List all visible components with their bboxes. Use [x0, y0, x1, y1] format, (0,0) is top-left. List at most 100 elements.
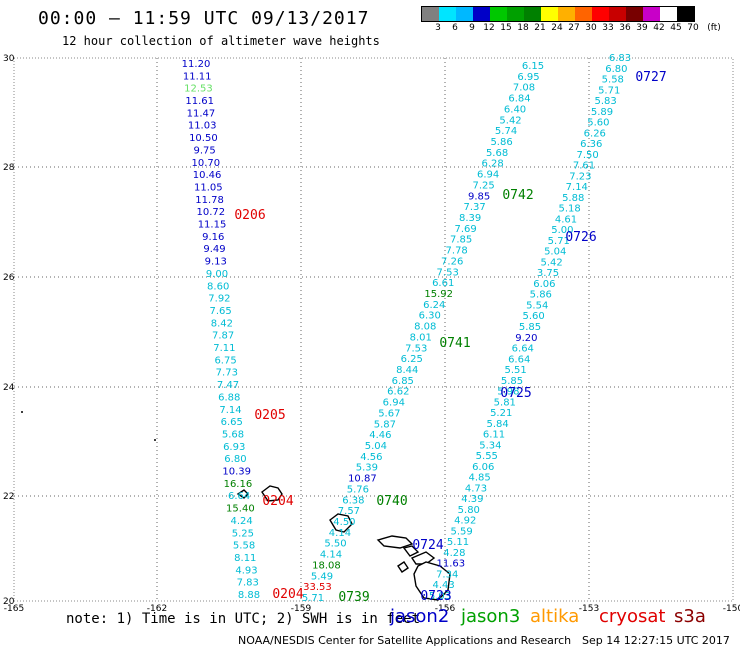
- wave-height-value: 6.94: [477, 170, 499, 181]
- wave-height-value: 4.28: [443, 548, 465, 559]
- wave-height-value: 6.38: [342, 495, 364, 506]
- color-swatch: [507, 7, 524, 21]
- wave-height-value: 6.80: [605, 64, 627, 75]
- wave-height-value: 5.71: [548, 236, 570, 247]
- wave-height-value: 9.75: [193, 145, 215, 156]
- wave-height-value: 8.42: [211, 318, 233, 329]
- wave-height-value: 5.60: [587, 118, 609, 129]
- wave-height-value: 5.34: [479, 440, 501, 451]
- wave-height-value: 6.15: [522, 61, 544, 72]
- wave-height-value: 10.39: [222, 467, 251, 478]
- color-swatch: [592, 7, 609, 21]
- wave-height-value: 4.93: [235, 565, 257, 576]
- color-tick-label: 21: [534, 23, 546, 33]
- wave-height-value: 11.63: [436, 559, 465, 570]
- pass-time-label: 0724: [412, 538, 443, 553]
- latitude-label: 24: [3, 383, 15, 393]
- wave-height-value: 7.83: [237, 578, 259, 589]
- wave-height-value: 5.60: [522, 311, 544, 322]
- island-outline: [410, 551, 436, 565]
- wave-height-value: 5.71: [302, 593, 324, 604]
- wave-height-value: 7.34: [436, 569, 458, 580]
- latitude-label: 22: [3, 492, 14, 502]
- pass-time-label: 0204: [262, 494, 293, 509]
- color-swatch: [609, 7, 626, 21]
- wave-height-value: 5.71: [598, 85, 620, 96]
- wave-height-value: 11.47: [187, 108, 216, 119]
- color-swatch: [490, 7, 507, 21]
- color-tick-label: 24: [551, 23, 563, 33]
- wave-height-value: 5.81: [494, 397, 516, 408]
- wave-height-value: 7.73: [216, 368, 238, 379]
- longitude-label: -150: [723, 604, 740, 614]
- wave-height-value: 33.53: [303, 582, 332, 593]
- wave-height-value: 6.64: [228, 491, 250, 502]
- wave-height-value: 15.92: [424, 289, 453, 300]
- wave-height-value: 7.26: [441, 256, 463, 267]
- wave-height-value: 6.65: [221, 417, 243, 428]
- legend-cryosat: cryosat: [599, 606, 666, 627]
- wave-height-value: 9.16: [202, 232, 224, 243]
- wave-height-value: 4.56: [360, 452, 382, 463]
- wave-height-value: 5.84: [486, 419, 508, 430]
- wave-height-value: 7.08: [513, 83, 535, 94]
- wave-height-value: 8.60: [207, 281, 229, 292]
- island-outline: [413, 561, 451, 601]
- wave-height-value: 5.04: [544, 247, 566, 258]
- wave-height-value: 16.16: [224, 479, 253, 490]
- pass-time-label: 0739: [338, 590, 369, 605]
- wave-height-value: 6.93: [223, 442, 245, 453]
- wave-height-value: 4.46: [369, 430, 391, 441]
- wave-height-value: 5.85: [501, 376, 523, 387]
- wave-height-value: 4.61: [555, 214, 577, 225]
- wave-height-value: 7.14: [219, 405, 241, 416]
- wave-height-value: 7.53: [405, 343, 427, 354]
- color-tick-label: 30: [585, 23, 597, 33]
- wave-height-value: 5.89: [591, 107, 613, 118]
- legend-altika: altika: [530, 606, 580, 627]
- wave-height-value: 7.92: [208, 294, 230, 305]
- wave-height-value: 5.80: [458, 505, 480, 516]
- pass-time-label: 0204: [272, 587, 303, 602]
- color-swatch: [524, 7, 541, 21]
- wave-height-value: 4.43: [432, 580, 454, 591]
- wave-height-value: 7.25: [472, 180, 494, 191]
- wave-height-value: 5.58: [602, 75, 624, 86]
- color-swatch: [422, 7, 439, 21]
- wave-height-value: 11.78: [195, 195, 224, 206]
- pass-time-label: 0205: [254, 408, 285, 423]
- latitude-label: 30: [3, 54, 15, 64]
- wave-height-value: 5.67: [378, 408, 400, 419]
- longitude-label: -165: [4, 604, 24, 614]
- legend-s3a: s3a: [674, 606, 706, 627]
- wave-height-value: 6.26: [584, 128, 606, 139]
- longitude-label: -153: [579, 604, 599, 614]
- wave-height-value: 12.53: [184, 84, 213, 95]
- wave-height-value: 4.24: [230, 516, 252, 527]
- wave-height-value: 4.73: [465, 483, 487, 494]
- wave-height-value: 7.85: [450, 235, 472, 246]
- wave-height-value: 8.44: [396, 365, 418, 376]
- wave-height-value: 4.14: [320, 550, 342, 561]
- wave-height-value: 10.70: [192, 158, 221, 169]
- wave-height-value: 6.83: [609, 53, 631, 64]
- wave-height-value: 6.80: [224, 454, 246, 465]
- latitude-label: 26: [3, 273, 15, 283]
- wave-height-value: 15.40: [226, 504, 255, 515]
- wave-height-value: 5.51: [504, 365, 526, 376]
- wave-height-value: 6.06: [533, 279, 555, 290]
- wave-height-value: 9.85: [468, 191, 490, 202]
- wave-height-value: 11.03: [188, 121, 217, 132]
- color-swatch: [439, 7, 456, 21]
- wave-height-value: 10.87: [348, 474, 377, 485]
- color-tick-label: 9: [469, 23, 475, 33]
- wave-height-value: 5.58: [233, 541, 255, 552]
- wave-height-value: 7.37: [463, 202, 485, 213]
- wave-height-value: 5.50: [324, 539, 346, 550]
- wave-height-value: 4.85: [468, 473, 490, 484]
- wave-height-value: 8.39: [459, 213, 481, 224]
- wave-height-value: 5.42: [499, 115, 521, 126]
- wave-height-value: 11.05: [194, 182, 223, 193]
- wave-height-value: 5.00: [551, 225, 573, 236]
- wave-height-value: 10.50: [189, 133, 218, 144]
